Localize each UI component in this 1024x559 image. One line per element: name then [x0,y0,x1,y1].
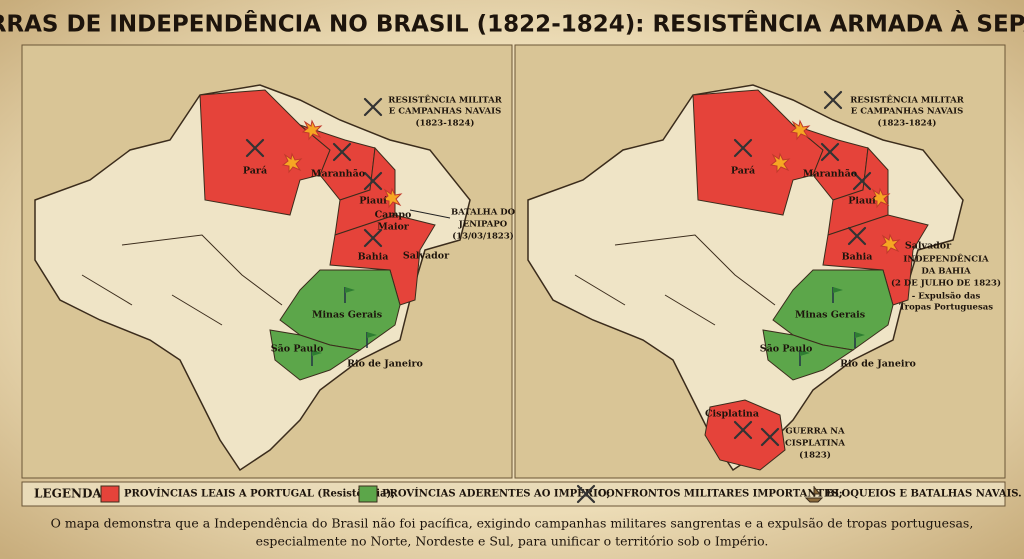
annotation: DA BAHIA [921,267,971,277]
province-label: Bahia [358,252,389,263]
legend-item: PROVÍNCIAS ADERENTES AO IMPÉRIO; [382,488,610,500]
city-label: Rio de Janeiro [840,359,916,370]
legend-swatch [100,485,120,503]
legend-item: CONFRONTOS MILITARES IMPORTANTES; [598,489,843,500]
city-label: Rio de Janeiro [347,359,423,370]
annotation: JENIPAPO [458,220,508,230]
province-label: Cisplatina [705,409,759,420]
province-label: Maranhão [311,169,365,180]
annotation: GUERRA NA [785,427,845,437]
province-label: São Paulo [271,344,324,355]
caption: especialmente no Norte, Nordeste e Sul, … [256,534,769,549]
legend-swatch [358,485,378,503]
annotation: INDEPENDÊNCIA [903,253,989,265]
province-label: Minas Gerais [795,310,865,321]
province-label: Maranhão [803,169,857,180]
annotation: RESISTÊNCIA MILITAR [388,94,502,106]
annotation: RESISTÊNCIA MILITAR [850,94,964,106]
legend-icon [804,486,824,503]
province-label: Piauí [359,196,387,207]
annotation: Tropas Portuguesas [899,303,993,313]
annotation: E CAMPANHAS NAVAIS [851,107,963,117]
annotation: E CAMPANHAS NAVAIS [389,107,501,117]
province-label: Pará [243,166,267,177]
map-left [21,44,513,479]
map-right [514,44,1006,479]
annotation: (1823-1824) [416,118,475,129]
legend-box [21,481,1006,507]
legend-title: LEGENDA: [34,487,106,501]
city-label: Maior [377,222,410,233]
pointer-line [409,209,451,219]
annotation: (1823-1824) [878,118,937,129]
annotation: (1823) [799,450,831,461]
province-label: Pará [731,166,755,177]
legend-item: PROVÍNCIAS LEAIS A PORTUGAL (Resistência… [124,488,395,500]
legend-item: BLOQUEIOS E BATALHAS NAVAIS. [826,489,1022,500]
city-label: Campo [375,210,412,221]
city-label: Salvador [905,241,952,252]
province-label: Bahia [842,252,873,263]
province-label: São Paulo [760,344,813,355]
caption: O mapa demonstra que a Independência do … [51,516,974,531]
annotation: - Expulsão das [912,291,981,302]
annotation: CISPLATINA [785,439,845,449]
annotation: (13/03/1823) [452,231,514,242]
province-label: Piauí [848,196,876,207]
annotation: (2 DE JULHO DE 1823) [891,278,1001,289]
annotation: BATALHA DO [451,208,516,218]
province-label: Minas Gerais [312,310,382,321]
title: AS GUERRAS DE INDEPENDÊNCIA NO BRASIL (1… [0,10,1024,38]
city-label: Salvador [403,251,450,262]
